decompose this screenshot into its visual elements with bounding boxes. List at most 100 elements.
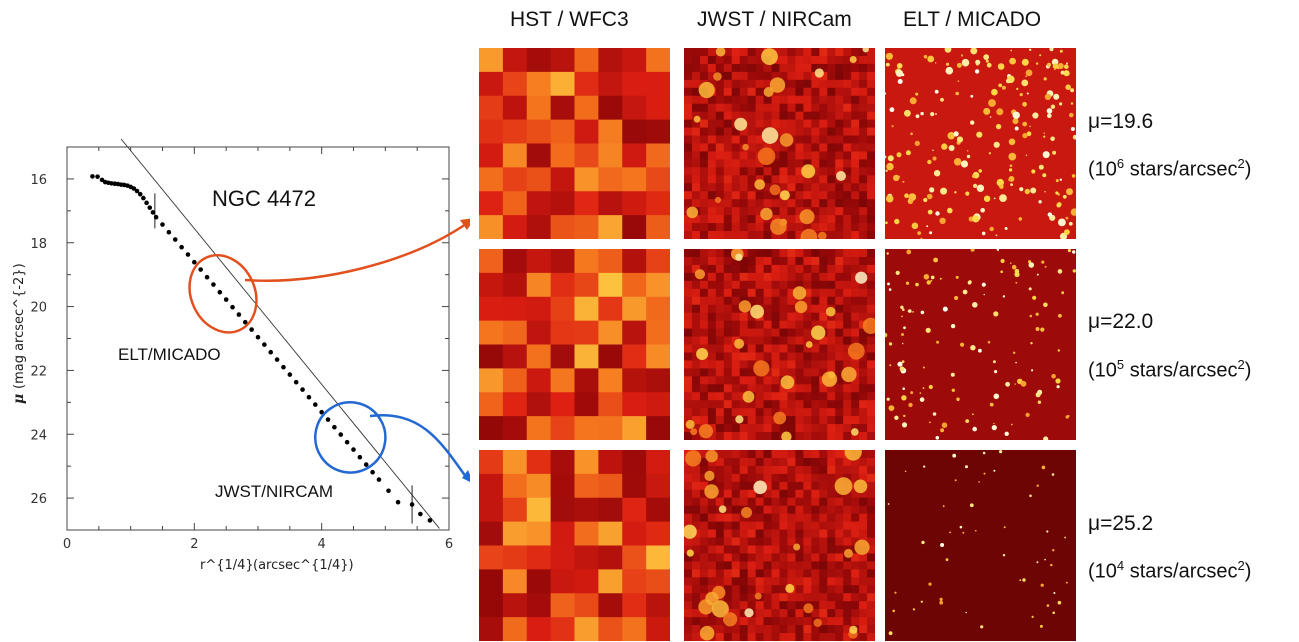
elt-star	[978, 169, 982, 173]
jwst-pixel	[731, 183, 741, 192]
jwst-pixel	[763, 489, 773, 499]
jwst-pixel	[811, 585, 820, 594]
jwst-pixel	[684, 481, 693, 491]
jwst-pixel	[811, 457, 820, 467]
jwst-pixel	[859, 593, 868, 602]
jwst-pixel	[715, 424, 725, 433]
jwst-pixel	[691, 585, 701, 594]
hst-panel-row1	[479, 48, 670, 239]
jwst-pixel	[827, 529, 836, 539]
jwst-pixel	[811, 111, 820, 121]
hst-pixel	[646, 119, 670, 145]
jwst-pixel	[707, 392, 717, 401]
jwst-pixel	[699, 384, 709, 393]
elt-star	[1070, 102, 1074, 105]
jwst-pixel	[811, 505, 820, 515]
jwst-pixel	[795, 207, 804, 216]
hst-pixel	[646, 617, 670, 641]
jwst-pixel	[691, 601, 701, 610]
elt-star	[1002, 554, 1006, 557]
jwst-pixel	[835, 617, 844, 626]
jwst-pixel	[731, 505, 741, 515]
hst-pixel	[502, 450, 528, 475]
jwst-pixel	[699, 577, 709, 586]
jwst-pixel	[819, 103, 828, 113]
data-point	[147, 205, 153, 210]
jwst-pixel	[755, 127, 765, 137]
elt-star	[962, 531, 965, 534]
jwst-pixel	[699, 249, 709, 258]
jwst-pixel	[779, 505, 789, 515]
hst-pixel	[550, 119, 576, 145]
jwst-pixel	[731, 376, 741, 385]
elt-star	[922, 387, 925, 389]
jwst-pixel	[827, 215, 836, 224]
jwst-pixel	[739, 159, 749, 168]
jwst-pixel	[795, 521, 804, 531]
jwst-pixel	[779, 119, 789, 129]
jwst-pixel	[851, 175, 860, 184]
jwst-pixel	[763, 167, 773, 176]
jwst-pixel	[747, 457, 757, 467]
jwst-pixel	[731, 537, 741, 547]
elt-star	[885, 332, 888, 338]
elt-star	[1061, 291, 1065, 295]
jwst-star	[744, 608, 754, 618]
elt-star	[993, 393, 1000, 400]
jwst-pixel	[803, 320, 812, 330]
jwst-pixel	[827, 103, 836, 113]
jwst-pixel	[763, 617, 773, 626]
jwst-pixel	[827, 360, 836, 369]
jwst-pixel	[843, 87, 852, 97]
jwst-pixel	[739, 617, 749, 626]
jwst-pixel	[691, 103, 701, 113]
elt-star	[956, 136, 964, 143]
elt-star	[981, 231, 986, 236]
jwst-pixel	[739, 215, 749, 224]
jwst-pixel	[739, 601, 749, 610]
jwst-pixel	[867, 625, 875, 634]
jwst-pixel	[684, 79, 693, 89]
jwst-pixel	[755, 159, 765, 168]
jwst-pixel	[755, 625, 765, 634]
elt-star	[972, 215, 980, 223]
jwst-pixel	[827, 272, 836, 282]
jwst-pixel	[755, 585, 765, 594]
hst-pixel	[479, 545, 504, 570]
hst-pixel	[622, 95, 647, 121]
elt-star	[927, 159, 932, 165]
jwst-pixel	[691, 320, 701, 330]
jwst-pixel	[699, 489, 709, 499]
jwst-pixel	[803, 432, 812, 440]
jwst-pixel	[859, 207, 868, 216]
hst-pixel	[526, 450, 552, 475]
jwst-pixel	[827, 545, 836, 555]
jwst-pixel	[739, 336, 749, 346]
jwst-pixel	[707, 296, 717, 306]
jwst-pixel	[715, 416, 725, 425]
jwst-pixel	[795, 336, 804, 346]
jwst-pixel	[819, 119, 828, 129]
jwst-pixel	[723, 143, 733, 153]
jwst-pixel	[763, 408, 773, 417]
hst-pixel	[622, 167, 647, 192]
jwst-pixel	[867, 127, 875, 137]
jwst-pixel	[755, 529, 765, 539]
jwst-pixel	[851, 103, 860, 113]
jwst-pixel	[795, 392, 804, 401]
jwst-pixel	[699, 513, 709, 523]
jwst-pixel	[867, 95, 875, 105]
jwst-pixel	[739, 191, 749, 200]
data-point	[427, 518, 433, 523]
jwst-pixel	[779, 127, 789, 137]
jwst-pixel	[699, 537, 709, 547]
jwst-star	[813, 618, 822, 627]
jwst-pixel	[827, 167, 836, 176]
elt-star	[1043, 436, 1049, 440]
jwst-pixel	[843, 457, 852, 467]
jwst-pixel	[867, 231, 875, 239]
elt-star	[896, 152, 902, 158]
elt-star	[1050, 136, 1055, 142]
jwst-pixel	[819, 392, 828, 401]
jwst-pixel	[787, 450, 797, 459]
